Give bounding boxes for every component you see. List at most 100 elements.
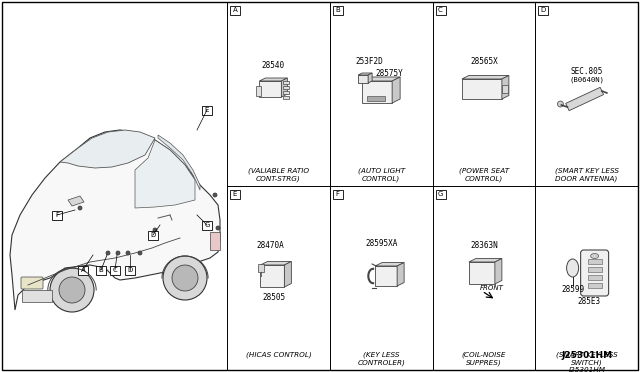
Bar	[125, 266, 135, 275]
Polygon shape	[469, 259, 502, 262]
Bar	[259, 81, 282, 97]
FancyBboxPatch shape	[580, 250, 609, 296]
Text: D: D	[127, 267, 132, 273]
Text: D: D	[150, 232, 156, 238]
Bar	[435, 6, 445, 15]
Text: (VALIABLE RATIO
CONT-STRG): (VALIABLE RATIO CONT-STRG)	[248, 168, 309, 182]
Text: 28470A: 28470A	[257, 241, 284, 250]
Polygon shape	[259, 78, 287, 81]
Bar	[358, 75, 368, 83]
Text: 285E3: 285E3	[577, 298, 600, 307]
Circle shape	[50, 268, 94, 312]
Text: F: F	[55, 212, 59, 218]
Text: E: E	[233, 191, 237, 197]
Text: (SMART KEY LESS
DOOR ANTENNA): (SMART KEY LESS DOOR ANTENNA)	[555, 168, 619, 182]
Circle shape	[216, 226, 220, 230]
Polygon shape	[397, 263, 404, 286]
Bar	[202, 106, 212, 115]
Text: 28599: 28599	[561, 285, 584, 295]
Text: C: C	[113, 267, 117, 273]
Polygon shape	[260, 262, 291, 265]
Polygon shape	[495, 259, 502, 284]
Text: G: G	[438, 191, 443, 197]
Circle shape	[78, 206, 82, 210]
Bar	[96, 266, 106, 275]
Circle shape	[116, 251, 120, 255]
Bar	[588, 259, 602, 264]
FancyBboxPatch shape	[21, 277, 43, 289]
Text: E: E	[205, 107, 209, 113]
Text: (AUTO LIGHT
CONTROL): (AUTO LIGHT CONTROL)	[358, 168, 404, 182]
Circle shape	[126, 251, 130, 255]
Bar	[259, 264, 264, 272]
Bar	[230, 189, 240, 199]
Text: (HICAS CONTROL): (HICAS CONTROL)	[246, 352, 311, 359]
Bar	[588, 267, 602, 272]
Bar	[52, 211, 62, 219]
Circle shape	[172, 265, 198, 291]
Polygon shape	[10, 130, 220, 310]
Circle shape	[153, 228, 157, 232]
Text: G: G	[204, 222, 210, 228]
Polygon shape	[158, 135, 200, 190]
Polygon shape	[358, 73, 372, 75]
Polygon shape	[282, 78, 287, 97]
Text: J25301HM: J25301HM	[561, 351, 612, 360]
Bar	[148, 231, 158, 240]
Polygon shape	[392, 77, 400, 103]
Text: F: F	[336, 191, 340, 197]
Polygon shape	[362, 77, 400, 81]
Circle shape	[106, 251, 110, 255]
Text: FRONT: FRONT	[480, 285, 504, 291]
Bar	[538, 6, 548, 15]
Text: 28595XA: 28595XA	[365, 238, 397, 247]
Text: 28540: 28540	[262, 61, 285, 71]
Bar	[375, 266, 397, 286]
Bar	[202, 221, 212, 230]
Circle shape	[213, 193, 217, 197]
Text: (B0640N): (B0640N)	[569, 77, 604, 83]
Bar	[78, 266, 88, 275]
Bar	[284, 81, 289, 84]
Bar	[260, 265, 284, 287]
Polygon shape	[60, 130, 155, 168]
Bar	[588, 283, 602, 288]
Circle shape	[557, 101, 563, 107]
Bar	[333, 189, 343, 199]
Polygon shape	[502, 76, 509, 99]
Bar	[210, 232, 220, 250]
Text: 28575Y: 28575Y	[375, 70, 403, 78]
Polygon shape	[375, 263, 404, 266]
Bar	[22, 290, 52, 302]
Polygon shape	[566, 87, 604, 110]
Bar	[284, 91, 289, 94]
Circle shape	[59, 277, 85, 303]
Bar	[435, 189, 445, 199]
Bar	[502, 85, 508, 93]
Bar	[362, 81, 392, 103]
Polygon shape	[462, 76, 509, 79]
Text: B: B	[99, 267, 104, 273]
Text: A: A	[81, 267, 85, 273]
Bar	[110, 266, 120, 275]
Ellipse shape	[566, 259, 579, 277]
Text: 253F2D: 253F2D	[355, 58, 383, 67]
Text: (KEY LESS
CONTROLER): (KEY LESS CONTROLER)	[357, 352, 405, 366]
Text: B: B	[335, 7, 340, 13]
Text: 28565X: 28565X	[470, 58, 498, 67]
Polygon shape	[135, 140, 195, 208]
Bar	[469, 262, 495, 284]
Text: 28505: 28505	[263, 294, 286, 302]
Bar	[284, 86, 289, 89]
Text: C: C	[438, 7, 443, 13]
Text: (COIL-NOISE
SUPPRES): (COIL-NOISE SUPPRES)	[461, 352, 506, 366]
Bar	[333, 6, 343, 15]
Circle shape	[138, 251, 142, 255]
Ellipse shape	[591, 253, 598, 259]
Text: SEC.805: SEC.805	[570, 67, 603, 77]
Bar	[462, 79, 502, 99]
Text: D: D	[541, 7, 546, 13]
Text: (SMART KEYLESS
SWITCH)
J25301HM: (SMART KEYLESS SWITCH) J25301HM	[556, 352, 618, 372]
Polygon shape	[284, 262, 291, 287]
Text: (POWER SEAT
CONTROL): (POWER SEAT CONTROL)	[459, 168, 509, 182]
